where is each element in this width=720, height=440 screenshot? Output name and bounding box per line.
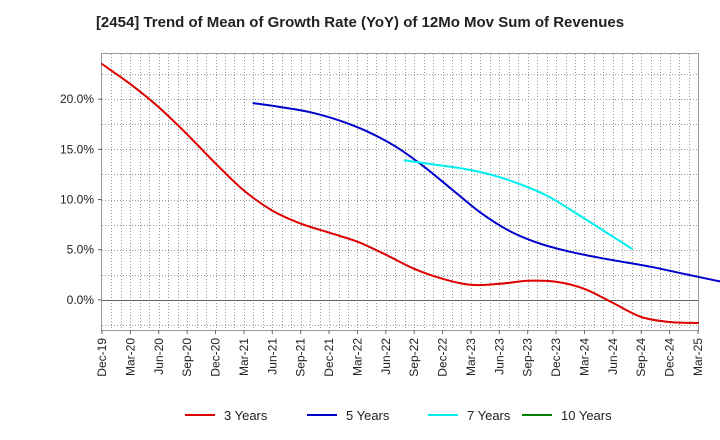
x-tick-label: Mar-21 <box>237 338 251 376</box>
y-tick-label: 20.0% <box>60 92 94 106</box>
y-tick-label: 15.0% <box>60 142 94 156</box>
x-tick-label: Dec-23 <box>549 338 563 377</box>
x-tick-label: Jun-22 <box>379 338 393 375</box>
x-tick-label: Sep-22 <box>407 338 421 377</box>
x-tick-label: Jun-21 <box>265 338 279 375</box>
legend-3-years-label: 3 Years <box>224 408 268 423</box>
x-tick-label: Dec-24 <box>663 338 677 377</box>
series-line-7-years <box>403 159 633 250</box>
x-tick-label: Dec-20 <box>209 338 223 377</box>
y-tick-label: 10.0% <box>60 193 94 207</box>
plot-area <box>101 53 699 331</box>
series-lines <box>101 63 720 324</box>
legend-5-years-label: 5 Years <box>346 408 390 423</box>
x-tick-label: Dec-21 <box>322 338 336 377</box>
legend-10-years-label: 10 Years <box>561 408 612 423</box>
x-tick-label: Mar-22 <box>350 338 364 376</box>
grid-lines <box>102 54 698 330</box>
x-tick-label: Mar-23 <box>464 338 478 376</box>
y-axis: 0.0% 5.0% 10.0% 15.0% 20.0% <box>60 92 102 307</box>
x-tick-label: Dec-22 <box>436 338 450 377</box>
legend: 3 Years 5 Years 7 Years 10 Years <box>185 408 612 423</box>
x-tick-label: Sep-20 <box>180 338 194 377</box>
x-axis: Dec-19 Mar-20 Jun-20 Sep-20 Dec-20 Mar-21 Jun-… <box>95 330 705 377</box>
x-tick-label: Dec-19 <box>95 338 109 377</box>
x-tick-label: Mar-25 <box>691 338 705 376</box>
series-line-3-years <box>101 63 699 324</box>
legend-7-years-label: 7 Years <box>467 408 511 423</box>
series-line-5-years <box>252 102 720 283</box>
y-tick-label: 0.0% <box>67 293 95 307</box>
y-tick-label: 5.0% <box>67 243 95 257</box>
x-tick-label: Sep-23 <box>521 338 535 377</box>
x-tick-label: Jun-20 <box>152 338 166 375</box>
x-tick-label: Mar-20 <box>123 338 137 376</box>
x-tick-label: Jun-24 <box>606 338 620 375</box>
chart-title: [2454] Trend of Mean of Growth Rate (YoY… <box>95 14 625 31</box>
x-tick-label: Sep-24 <box>634 338 648 377</box>
x-tick-label: Jun-23 <box>492 338 506 375</box>
x-tick-label: Sep-21 <box>294 338 308 377</box>
x-tick-label: Mar-24 <box>577 338 591 376</box>
